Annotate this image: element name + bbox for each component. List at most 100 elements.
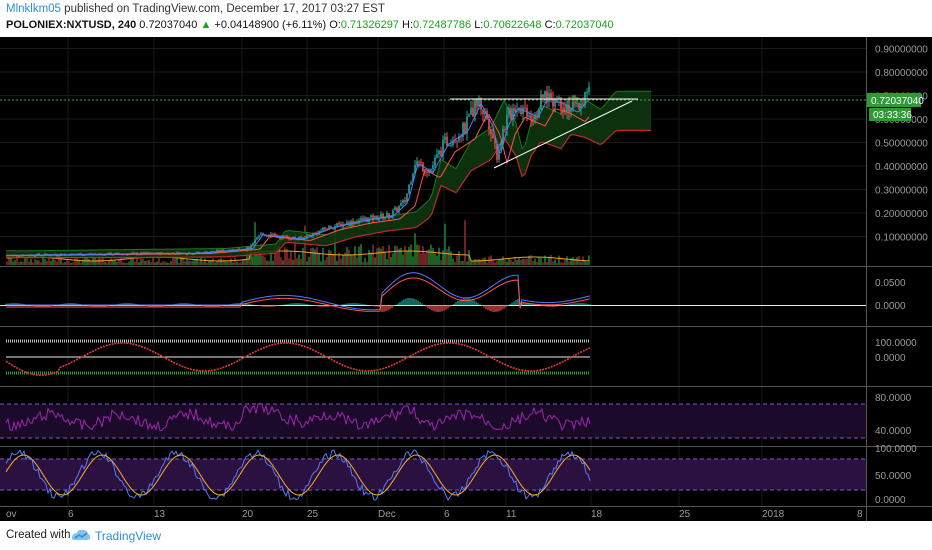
published-text: published on TradingView.com, December 1…: [64, 3, 385, 15]
volume-bar: [168, 262, 170, 265]
volume-bar: [50, 260, 52, 265]
support-trendline[interactable]: [493, 100, 633, 169]
price-change: +0.04148900 (+6.11%): [214, 19, 327, 31]
candle-body: [404, 200, 406, 203]
candle-body: [490, 129, 492, 135]
volume-bar: [452, 258, 454, 265]
candle-body: [448, 145, 450, 147]
volume-bar: [292, 259, 294, 265]
macd-histogram-bar: [561, 305, 563, 306]
macd-histogram-bar: [417, 300, 419, 305]
macd-histogram-bar: [441, 305, 443, 312]
tradingview-logo-icon[interactable]: [70, 527, 92, 543]
volume-bar: [160, 262, 162, 265]
high-value: 0.72487786: [413, 19, 472, 31]
candle-body: [528, 115, 530, 118]
macd-histogram-bar: [289, 303, 291, 305]
candle-body: [146, 252, 148, 254]
open-label: O:: [329, 19, 341, 31]
candle-body: [352, 220, 354, 224]
macd-histogram-bar: [483, 305, 485, 308]
macd-histogram-bar: [7, 303, 9, 305]
stoch-band: [0, 459, 866, 490]
macd-histogram-bar: [123, 303, 125, 305]
macd-histogram-bar: [349, 303, 351, 305]
volume-bar: [498, 259, 500, 265]
price-tag-box: [867, 93, 921, 107]
macd-histogram-bar: [303, 303, 305, 305]
price-axis-tick: 0.40000000: [875, 162, 928, 173]
volume-bar: [376, 248, 378, 265]
volume-bar: [218, 258, 220, 265]
volume-bar: [226, 261, 228, 265]
macd-histogram-bar: [547, 305, 549, 307]
volume-bar: [146, 260, 148, 265]
candle-body: [470, 107, 472, 115]
tradingview-link[interactable]: TradingView: [95, 529, 162, 543]
macd-histogram-bar: [335, 305, 337, 306]
candle-body: [436, 154, 438, 158]
macd-histogram-bar: [97, 305, 99, 307]
macd-histogram-bar: [501, 305, 503, 310]
volume-bar: [382, 245, 384, 265]
volume-bar: [508, 258, 510, 265]
candle-body: [306, 235, 308, 239]
volume-bar: [548, 256, 550, 265]
volume-bar: [224, 260, 226, 265]
macd-histogram-bar: [447, 305, 449, 309]
volume-bar: [388, 245, 390, 265]
volume-bar: [30, 259, 32, 265]
candle-body: [466, 116, 468, 134]
candle-body: [440, 150, 442, 156]
volume-bar: [284, 247, 286, 265]
candle-body: [454, 140, 456, 142]
volume-bar: [492, 260, 494, 265]
candle-body: [508, 108, 510, 115]
up-arrow-icon: ▲: [200, 19, 212, 31]
volume-bar: [572, 257, 574, 265]
volume-bar: [538, 257, 540, 265]
time-axis[interactable]: ov 6 13 20 25 Dec 6 11 18 25 2018 8: [6, 509, 863, 520]
volume-bar: [306, 261, 308, 265]
macd-histogram-bar: [15, 303, 17, 305]
macd-histogram-bar: [425, 305, 427, 307]
candle-body: [248, 247, 250, 250]
macd-histogram-bar: [477, 302, 479, 305]
volume-bar: [104, 261, 106, 265]
time-tick: 20: [242, 509, 254, 520]
volume-bar: [502, 256, 504, 265]
candle-body: [308, 234, 310, 236]
candle-body: [524, 107, 526, 109]
macd-histogram-bar: [207, 305, 209, 307]
macd-histogram-bar: [211, 305, 213, 307]
volume-bar: [462, 260, 464, 265]
price-axis[interactable]: 0.900000000.800000000.700000000.60000000…: [875, 45, 928, 244]
volume-bar: [60, 258, 62, 265]
candle-body: [324, 227, 326, 230]
macd-histogram-bar: [205, 305, 207, 307]
time-tick: 6: [444, 509, 450, 520]
macd-histogram-bar: [189, 303, 191, 305]
volume-bar: [216, 261, 218, 265]
volume-bar: [12, 261, 14, 265]
volume-bar: [278, 244, 280, 265]
candle-body: [464, 122, 466, 134]
author-link[interactable]: Mlnklkm05: [6, 3, 61, 15]
macd-histogram-bar: [541, 305, 543, 307]
volume-bar: [58, 258, 60, 265]
candle-body: [482, 109, 484, 115]
volume-bar: [156, 261, 158, 265]
macd-histogram-bar: [333, 305, 335, 307]
volume-bar: [246, 249, 248, 265]
chart-svg[interactable]: 0.900000000.800000000.700000000.60000000…: [0, 37, 932, 521]
stoch-k-line: [5, 449, 591, 502]
candle-body: [574, 102, 576, 104]
candle-body: [492, 134, 494, 139]
macd-histogram-bar: [215, 305, 217, 307]
candle-body: [510, 108, 512, 120]
chart-area[interactable]: 0.900000000.800000000.700000000.60000000…: [0, 37, 932, 521]
macd-histogram-bar: [391, 305, 393, 308]
candle-body: [564, 109, 566, 111]
volume-bar: [174, 257, 176, 265]
low-label: L:: [474, 19, 484, 31]
